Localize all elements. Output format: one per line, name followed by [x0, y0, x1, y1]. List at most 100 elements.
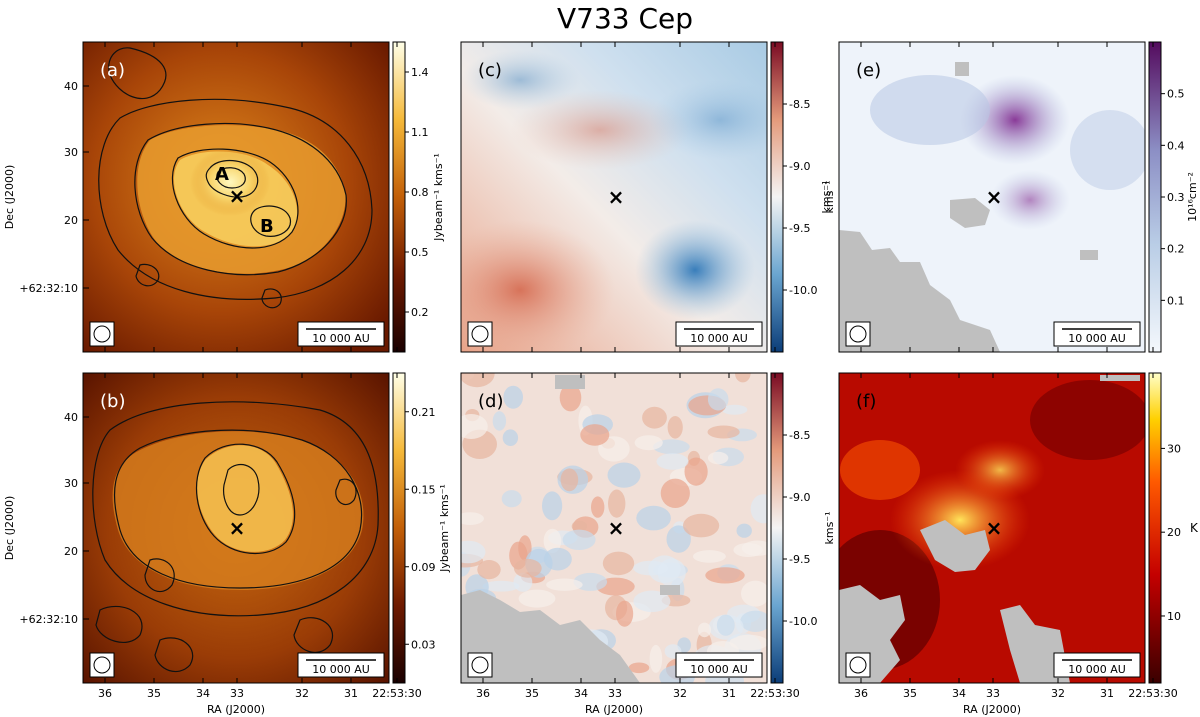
ra-tick-label: 22:53:30 — [372, 687, 421, 700]
panel-f — [839, 373, 1145, 683]
colorbar-tick-label: -9.0 — [789, 160, 810, 173]
dec-tick-label: +62:32:10 — [19, 613, 78, 626]
speckle-blob — [736, 523, 752, 538]
speckle-blob — [591, 496, 605, 518]
ra-tick-label: 34 — [574, 687, 588, 700]
dec-tick-label: 20 — [64, 214, 78, 227]
panel-e-scalebar: 10 000 AU — [1053, 321, 1141, 347]
panel-d-frame — [460, 372, 768, 684]
panel-f-hot-region-2 — [955, 440, 1045, 500]
panel-b-colorbar — [392, 372, 406, 684]
speckle-blob — [580, 424, 610, 446]
speckle-blob — [707, 388, 729, 411]
speckle-blob — [636, 505, 671, 531]
panel-d-colorbar-label: Jybeam⁻¹ kms⁻¹ — [438, 484, 451, 573]
colorbar-tick-label: 0.2 — [411, 306, 429, 319]
speckle-blob — [542, 491, 563, 521]
panel-a-scalebar: 10 000 AU — [297, 321, 385, 347]
ra-tick-label: 35 — [903, 687, 917, 700]
speckle-blob — [642, 406, 667, 429]
speckle-blob — [716, 614, 735, 636]
dec-tick-label: 40 — [64, 411, 78, 424]
speckle-blob — [501, 490, 522, 508]
panel-b-colorbar-ticks: 0.21 0.15 0.09 0.03 — [405, 406, 436, 651]
panel-b-contours — [92, 401, 379, 673]
dec-tick-label: 40 — [64, 80, 78, 93]
colorbar-tick-label: -9.5 — [789, 222, 810, 235]
speckle-blob — [733, 543, 763, 557]
speckle-blob — [628, 662, 650, 674]
panel-f-source-marker: × — [986, 516, 1003, 540]
panel-e-masked-patch — [950, 198, 990, 228]
speckle-blob — [707, 425, 740, 439]
speckle-blob — [461, 512, 484, 525]
panel-a-frame — [82, 41, 390, 353]
colorbar-tick-label: 0.4 — [1167, 139, 1185, 152]
panel-e-source-marker: × — [986, 185, 1003, 209]
colorbar-tick-label: -9.0 — [789, 491, 810, 504]
colorbar-tick-label: -10.0 — [789, 284, 817, 297]
panel-f-colorbar — [1148, 372, 1162, 684]
speckle-blob — [697, 622, 712, 638]
panel-f-label: (f) — [856, 391, 876, 412]
panel-e-colorbar — [1148, 41, 1162, 353]
panel-c — [461, 42, 767, 352]
panel-a — [83, 42, 389, 352]
ra-tick-label: 33 — [986, 687, 1000, 700]
speckle-blob — [735, 373, 751, 383]
panel-b-scalebar-label: 10 000 AU — [312, 663, 370, 676]
ra-tick-label: 31 — [344, 687, 358, 700]
panel-d-masked-region — [461, 590, 640, 683]
panel-c-label: (c) — [478, 60, 502, 81]
speckle-blob — [633, 590, 671, 613]
panel-c-red-ridge — [510, 90, 690, 170]
speckle-blob — [741, 580, 767, 607]
peak-label-b: B — [260, 216, 274, 237]
panel-e-peak-region — [960, 75, 1070, 165]
panel-e-left-unit-label: kms⁻¹ — [823, 180, 836, 213]
peak-label-a: A — [215, 164, 229, 185]
panel-a-scalebar-label: 10 000 AU — [312, 332, 370, 345]
colorbar-tick-label: 0.1 — [1167, 294, 1185, 307]
speckle-blob — [562, 529, 596, 550]
panel-e-diffuse-region — [870, 75, 990, 145]
dec-tick-label: +62:32:10 — [19, 282, 78, 295]
speckle-blob — [649, 644, 663, 673]
panel-c-blue-ridge — [650, 80, 767, 160]
panel-b-frame — [82, 372, 390, 684]
dec-axis-title-top: Dec (J2000) — [3, 165, 16, 230]
ra-tick-label: 33 — [230, 687, 244, 700]
figure-title: V733 Cep — [557, 2, 693, 35]
ra-tick-label: 36 — [854, 687, 868, 700]
panel-e — [839, 42, 1145, 352]
panel-b-source-marker: × — [229, 516, 246, 540]
speckle-blob — [634, 435, 663, 451]
panel-d-scalebar-label: 10 000 AU — [690, 663, 748, 676]
panel-a-colorbar — [392, 41, 406, 353]
speckle-blob — [492, 411, 507, 431]
speckle-blob — [477, 560, 501, 580]
speckle-blob — [707, 451, 729, 465]
panel-f-masked-core — [920, 520, 990, 572]
speckle-blob — [660, 478, 690, 508]
speckle-blob — [705, 567, 745, 584]
dec-tick-label: 30 — [64, 477, 78, 490]
ra-tick-label: 31 — [1100, 687, 1114, 700]
panel-c-colorbar-label: kms⁻¹ — [820, 180, 833, 213]
speckle-blob — [461, 414, 488, 439]
speckle-blob — [559, 383, 582, 412]
panel-e-colorbar-label: 10¹⁶cm⁻² — [1186, 172, 1199, 222]
panel-b-beam — [89, 652, 115, 678]
colorbar-tick-label: 10 — [1167, 610, 1181, 623]
panel-e-diffuse-right — [1070, 110, 1145, 190]
speckle-blob — [518, 589, 556, 608]
panel-c-blue-corner — [461, 50, 580, 110]
panel-d-colorbar — [770, 372, 784, 684]
colorbar-tick-label: -10.0 — [789, 615, 817, 628]
colorbar-tick-label: 0.03 — [411, 638, 436, 651]
colorbar-tick-label: 0.5 — [411, 246, 429, 259]
dec-axis-title-bottom: Dec (J2000) — [3, 496, 16, 561]
speckle-blob — [560, 468, 579, 492]
panel-f-warm-region — [840, 440, 920, 500]
